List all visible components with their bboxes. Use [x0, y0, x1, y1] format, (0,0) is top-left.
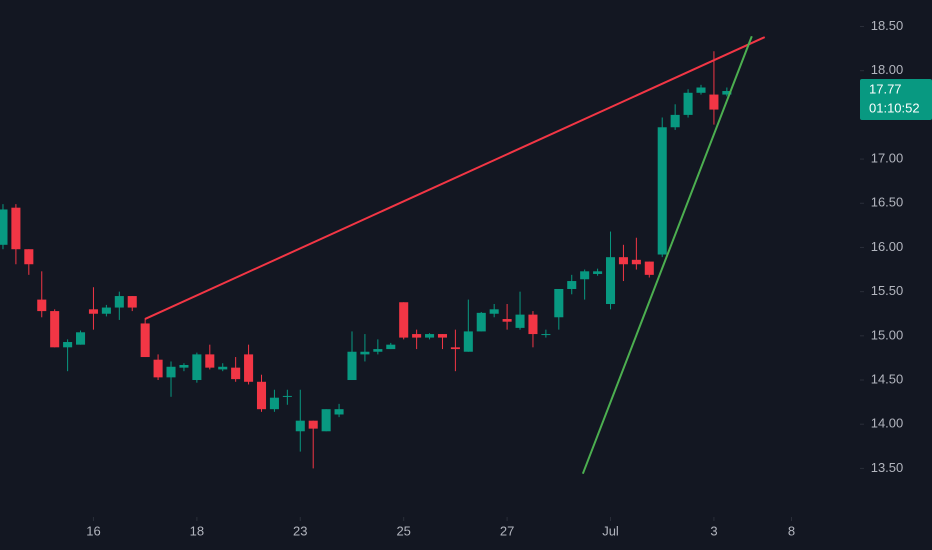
- candle-body: [0, 209, 8, 245]
- candle-body: [37, 299, 47, 312]
- candle-body: [670, 114, 680, 128]
- candle-body: [631, 259, 641, 265]
- candle-body: [580, 271, 590, 280]
- candle-body: [24, 249, 34, 265]
- candle-body: [334, 409, 344, 415]
- y-tick-label: 18.50: [871, 18, 904, 33]
- last-price-box: [860, 79, 932, 121]
- candle-body: [554, 288, 564, 318]
- y-tick-label: 15.50: [871, 283, 904, 298]
- y-tick-label: 16.00: [871, 239, 904, 254]
- candle-body: [179, 364, 189, 368]
- candle-body: [347, 351, 357, 381]
- candle-body: [269, 397, 279, 410]
- candle-body: [463, 331, 473, 352]
- candle-body: [476, 312, 486, 332]
- last-price-label: 17.77: [869, 81, 902, 96]
- candle-body: [502, 319, 512, 322]
- candle-body: [373, 349, 383, 352]
- candle-body: [399, 302, 409, 338]
- candle-body: [489, 309, 499, 314]
- candle-body: [683, 92, 693, 115]
- x-tick-label: 8: [788, 523, 795, 538]
- y-tick-label: 14.50: [871, 371, 904, 386]
- candle-body: [166, 366, 176, 378]
- trend-line: [144, 36, 766, 320]
- x-tick-label: 3: [710, 523, 717, 538]
- candle-body: [722, 91, 732, 95]
- x-tick-label: 23: [293, 523, 307, 538]
- candle-body: [282, 395, 292, 397]
- candle-body: [218, 366, 228, 370]
- candle-body: [231, 367, 241, 380]
- candle-body: [127, 296, 137, 308]
- countdown-label: 01:10:52: [869, 100, 920, 115]
- x-tick-label: 25: [396, 523, 410, 538]
- candle-body: [605, 257, 616, 305]
- x-tick-label: 27: [500, 523, 514, 538]
- y-tick-label: 15.00: [871, 327, 904, 342]
- candle-body: [153, 359, 163, 378]
- candle-body: [192, 354, 202, 381]
- candle-body: [308, 420, 318, 429]
- candle-body: [567, 281, 577, 289]
- candle-body: [437, 334, 447, 338]
- candle-body: [541, 334, 551, 336]
- y-tick-label: 13.50: [871, 460, 904, 475]
- candle-body: [11, 207, 21, 250]
- candle-body: [63, 342, 73, 348]
- y-tick-label: 18.00: [871, 62, 904, 77]
- candle-body: [295, 420, 305, 432]
- candle-body: [644, 261, 654, 275]
- candle-body: [657, 127, 667, 255]
- candle-body: [412, 334, 422, 338]
- candle-body: [114, 296, 124, 308]
- x-tick-label: 18: [190, 523, 204, 538]
- trend-line: [581, 35, 753, 475]
- candle-body: [360, 351, 370, 355]
- x-tick-label: Jul: [602, 523, 619, 538]
- candle-body: [386, 344, 396, 350]
- y-tick-label: 14.00: [871, 416, 904, 431]
- y-tick-label: 17.00: [871, 151, 904, 166]
- candle-body: [256, 381, 267, 410]
- candle-body: [101, 307, 111, 314]
- candle-body: [321, 409, 331, 432]
- candle-body: [450, 347, 460, 350]
- candle-body: [618, 257, 628, 265]
- candle-body: [205, 354, 215, 368]
- candle-body: [593, 271, 603, 274]
- candle-body: [709, 94, 719, 110]
- candle-body: [515, 314, 525, 328]
- candle-body: [50, 311, 60, 348]
- candle-body: [76, 332, 86, 345]
- candle-body: [696, 87, 706, 93]
- candle-body: [425, 334, 435, 338]
- candle-body: [88, 309, 98, 314]
- candle-body: [140, 323, 150, 358]
- candle-body: [528, 314, 538, 335]
- x-tick-label: 16: [86, 523, 100, 538]
- y-tick-label: 16.50: [871, 195, 904, 210]
- candle-body: [244, 354, 254, 382]
